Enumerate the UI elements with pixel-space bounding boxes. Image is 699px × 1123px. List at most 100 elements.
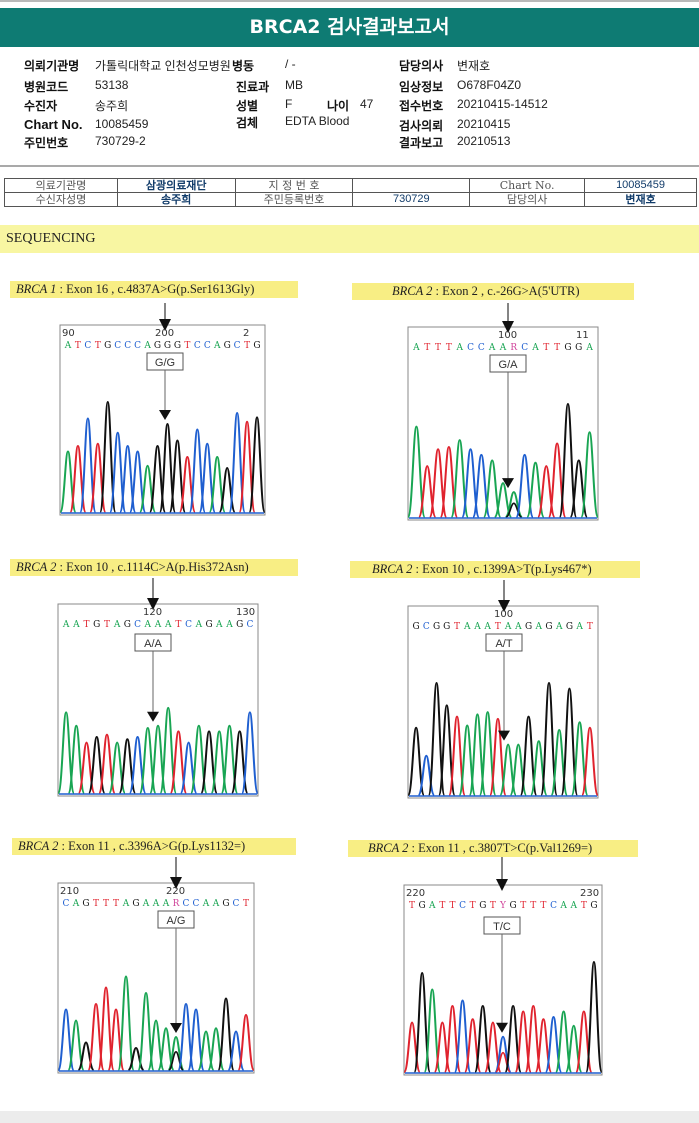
- value-attending: 변재호: [457, 59, 491, 73]
- trace-peak: [417, 754, 436, 796]
- base-letter: A: [559, 901, 567, 911]
- base-letter: A: [473, 622, 481, 632]
- value-clinical-info: O678F04Z0: [457, 78, 522, 92]
- base-letter: T: [184, 341, 190, 351]
- base-letter: G: [433, 622, 440, 632]
- label-specimen: 검체: [236, 116, 259, 130]
- base-letter: T: [581, 901, 587, 911]
- position-label-mid: 120: [143, 607, 162, 618]
- trace-peak: [127, 1046, 145, 1071]
- chromatogram-svg: 100 11A T T T A C C A A R C A T T G G AG/A: [407, 303, 599, 521]
- label-attending: 담당의사: [399, 59, 444, 73]
- base-letter: A: [215, 620, 223, 630]
- base-letter: G: [164, 341, 171, 351]
- trace-peak: [241, 711, 259, 794]
- base-letter: C: [193, 899, 200, 909]
- base-letter: T: [113, 899, 119, 909]
- base-letter: G: [479, 901, 486, 911]
- base-letter: T: [175, 620, 181, 630]
- base-letter: A: [154, 620, 162, 630]
- base-letter: A: [212, 899, 220, 909]
- base-letter: C: [521, 343, 528, 353]
- base-letter: G: [104, 341, 111, 351]
- base-letter: C: [204, 341, 211, 351]
- base-letter: T: [439, 901, 445, 911]
- value-sex: F: [285, 97, 293, 111]
- genotype-call: A/T: [495, 638, 512, 650]
- cell-chart-value: 10085459: [584, 178, 697, 193]
- value-test-request: 20210415: [457, 117, 511, 131]
- base-letter: R: [510, 343, 517, 353]
- report-title: BRCA2 검사결과보고서: [0, 8, 699, 47]
- variant-desc: : Exon 2 , c.-26G>A(5'UTR): [432, 284, 580, 298]
- base-letter: T: [435, 343, 441, 353]
- arrow-down-icon: [496, 879, 508, 891]
- position-label-right: 11: [576, 330, 589, 341]
- base-letter: A: [152, 899, 160, 909]
- variant-desc: : Exon 10 , c.1114C>A(p.His372Asn): [56, 560, 249, 574]
- trace-peak: [580, 431, 599, 518]
- chromatogram-panel-5: 210 220 C A G T T T A G A A A R C C A A G C T A/G: [57, 857, 255, 1077]
- variant-desc: : Exon 16 , c.4837A>G(p.Ser1613Gly): [56, 282, 255, 296]
- gene-name: BRCA 2: [368, 841, 409, 855]
- base-letter: A: [488, 343, 496, 353]
- section-title: SEQUENCING: [6, 231, 96, 246]
- label-requesting-institution: 의뢰기관명: [24, 59, 80, 73]
- label-result-report: 결과보고: [399, 136, 444, 150]
- position-label-right: 2: [243, 328, 249, 339]
- base-letter: C: [194, 341, 201, 351]
- base-letter: T: [409, 901, 415, 911]
- base-letter: C: [63, 899, 70, 909]
- label-chart-no: Chart No.: [24, 117, 83, 132]
- base-letter: A: [113, 620, 121, 630]
- trace-peak: [117, 975, 135, 1071]
- label-department: 진료과: [236, 80, 270, 94]
- base-letter: C: [134, 341, 141, 351]
- base-letter: A: [555, 622, 563, 632]
- base-letter: A: [72, 899, 80, 909]
- base-letter: C: [84, 341, 91, 351]
- base-letter: G: [545, 622, 552, 632]
- trace-peak: [237, 1013, 255, 1071]
- base-letter: A: [455, 343, 463, 353]
- base-letter: T: [446, 343, 452, 353]
- base-letter: T: [587, 622, 593, 632]
- value-patient: 송주희: [95, 99, 129, 113]
- base-letter: A: [162, 899, 170, 909]
- value-chart-no: 10085459: [95, 117, 149, 131]
- trace-peak: [407, 726, 425, 796]
- base-letter: C: [183, 899, 190, 909]
- base-letter: Y: [499, 901, 507, 911]
- value-department: MB: [285, 78, 303, 92]
- base-letter: C: [478, 343, 485, 353]
- trace-peak: [423, 988, 442, 1073]
- base-letter: A: [569, 901, 577, 911]
- chromatogram-frame: [403, 884, 603, 1076]
- base-letter: G: [566, 622, 573, 632]
- trace-peak: [67, 1019, 85, 1071]
- pointer-arrow-icon: [159, 410, 171, 420]
- label-hospital-code: 병원코드: [24, 80, 69, 94]
- trace-peak: [581, 726, 599, 796]
- trace-peak: [407, 425, 426, 518]
- position-label-left: 210: [60, 886, 79, 897]
- base-letter: T: [449, 901, 455, 911]
- arrow-down-icon: [147, 598, 159, 610]
- base-letter: C: [246, 620, 253, 630]
- arrow-down-icon: [502, 321, 514, 333]
- base-letter: C: [124, 341, 131, 351]
- pointer-arrow-icon: [496, 1022, 508, 1033]
- base-letter: T: [530, 901, 536, 911]
- cell-doctor-value: 변재호: [584, 192, 697, 207]
- cell-recipient-label: 수신자성명: [4, 192, 118, 207]
- label-patient: 수진자: [24, 99, 58, 113]
- label-resident-no: 주민번호: [24, 136, 69, 150]
- base-letter: A: [531, 343, 539, 353]
- base-letter: A: [428, 901, 436, 911]
- label-ward: 병동: [232, 59, 255, 73]
- base-letter: T: [490, 901, 496, 911]
- variant-label-6: BRCA 2 : Exon 11 , c.3807T>C(p.Val1269=): [348, 840, 638, 857]
- base-letter: A: [144, 620, 152, 630]
